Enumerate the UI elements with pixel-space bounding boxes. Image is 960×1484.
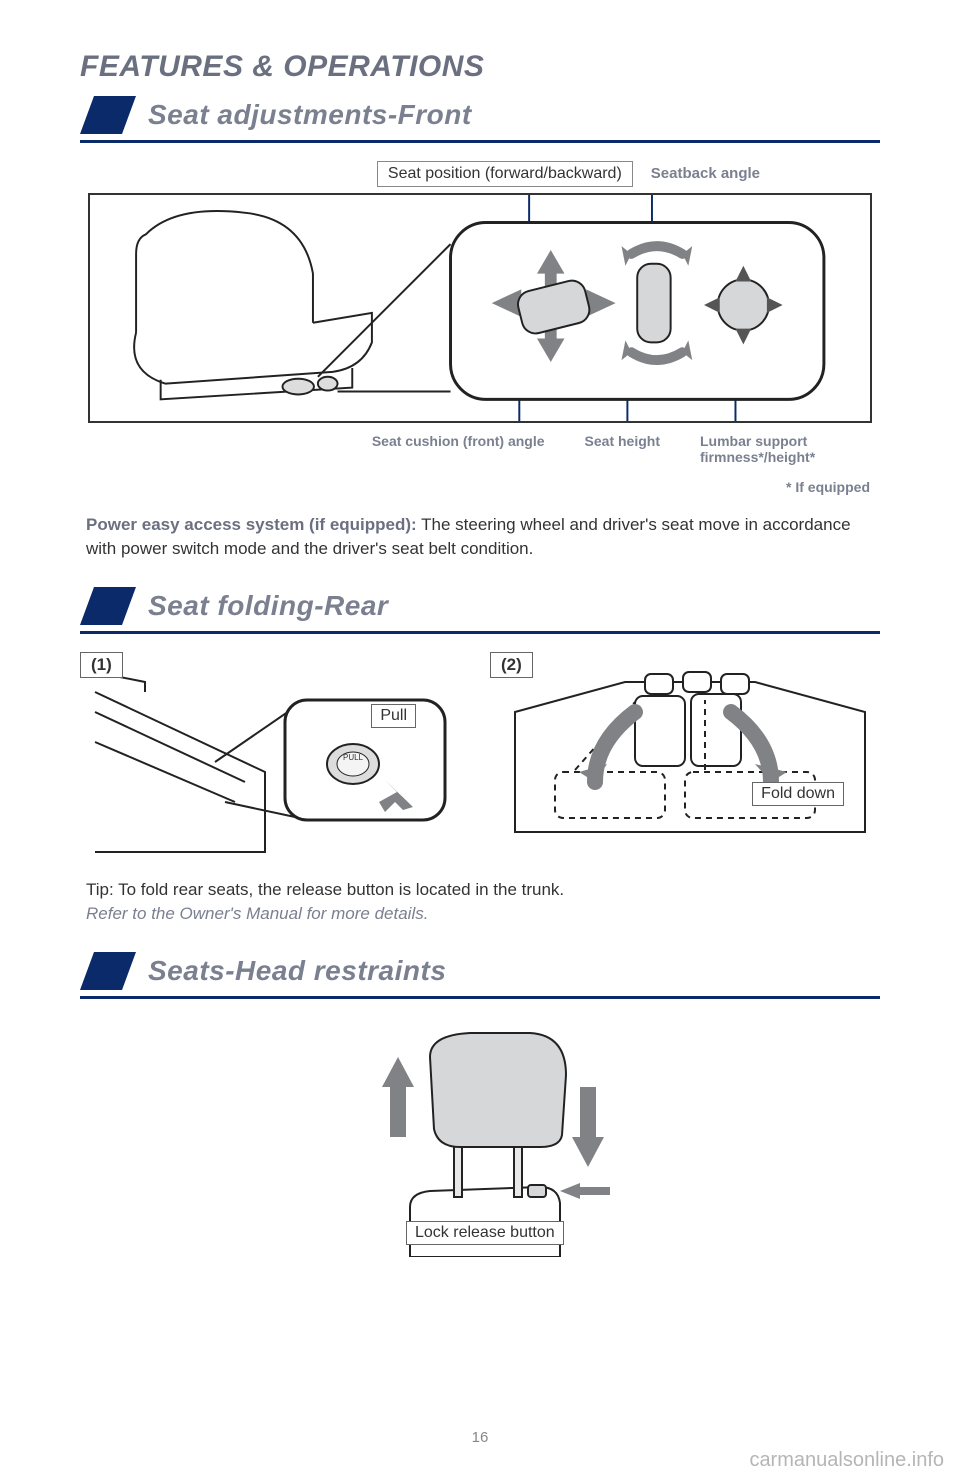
head-restraint-figure: Lock release button bbox=[310, 1017, 650, 1257]
section1-body-bold: Power easy access system (if equipped): bbox=[86, 515, 417, 534]
section2-rule bbox=[80, 631, 880, 634]
section2-title: Seat folding-Rear bbox=[148, 590, 388, 622]
section1-title: Seat adjustments-Front bbox=[148, 99, 472, 131]
callout-seat-height: Seat height bbox=[585, 433, 660, 465]
step2-number: (2) bbox=[490, 652, 533, 678]
step2-label: Fold down bbox=[752, 782, 844, 806]
step2-figure: Fold down bbox=[490, 652, 880, 862]
callout-cushion-angle: Seat cushion (front) angle bbox=[372, 433, 545, 465]
section1-bottom-callouts: Seat cushion (front) angle Seat height L… bbox=[80, 433, 880, 465]
section3-title-row: Seats-Head restraints bbox=[80, 952, 880, 990]
section2-ref: Refer to the Owner's Manual for more det… bbox=[86, 904, 874, 924]
step1-col: (1) bbox=[80, 652, 470, 862]
blue-slash-icon bbox=[80, 952, 136, 990]
step1-figure: PULL Pull bbox=[80, 652, 470, 862]
section2-figures: (1) bbox=[80, 652, 880, 862]
section1-title-row: Seat adjustments-Front bbox=[80, 96, 880, 134]
page-header: FEATURES & OPERATIONS bbox=[80, 50, 880, 84]
blue-slash-icon bbox=[80, 587, 136, 625]
section3-title: Seats-Head restraints bbox=[148, 955, 446, 987]
section1-rule bbox=[80, 140, 880, 143]
callout-seat-position: Seat position (forward/backward) bbox=[377, 161, 633, 187]
section1-footnote: * If equipped bbox=[80, 479, 870, 495]
section3-rule bbox=[80, 996, 880, 999]
step2-col: (2) bbox=[490, 652, 880, 862]
section1-body: Power easy access system (if equipped): … bbox=[86, 513, 874, 561]
callout-lumbar: Lumbar support firmness*/height* bbox=[700, 433, 840, 465]
pull-button-text: PULL bbox=[343, 753, 364, 762]
watermark: carmanualsonline.info bbox=[749, 1449, 944, 1472]
section2-tip: Tip: To fold rear seats, the release but… bbox=[86, 880, 874, 900]
section1-top-callouts: Seat position (forward/backward) Seatbac… bbox=[80, 161, 880, 187]
step1-label: Pull bbox=[371, 704, 416, 728]
front-seat-figure bbox=[88, 193, 872, 423]
blue-slash-icon bbox=[80, 96, 136, 134]
step1-number: (1) bbox=[80, 652, 123, 678]
callout-seatback-angle: Seatback angle bbox=[651, 161, 760, 187]
section2-title-row: Seat folding-Rear bbox=[80, 587, 880, 625]
page-number: 16 bbox=[0, 1429, 960, 1446]
lock-release-label: Lock release button bbox=[406, 1221, 564, 1245]
